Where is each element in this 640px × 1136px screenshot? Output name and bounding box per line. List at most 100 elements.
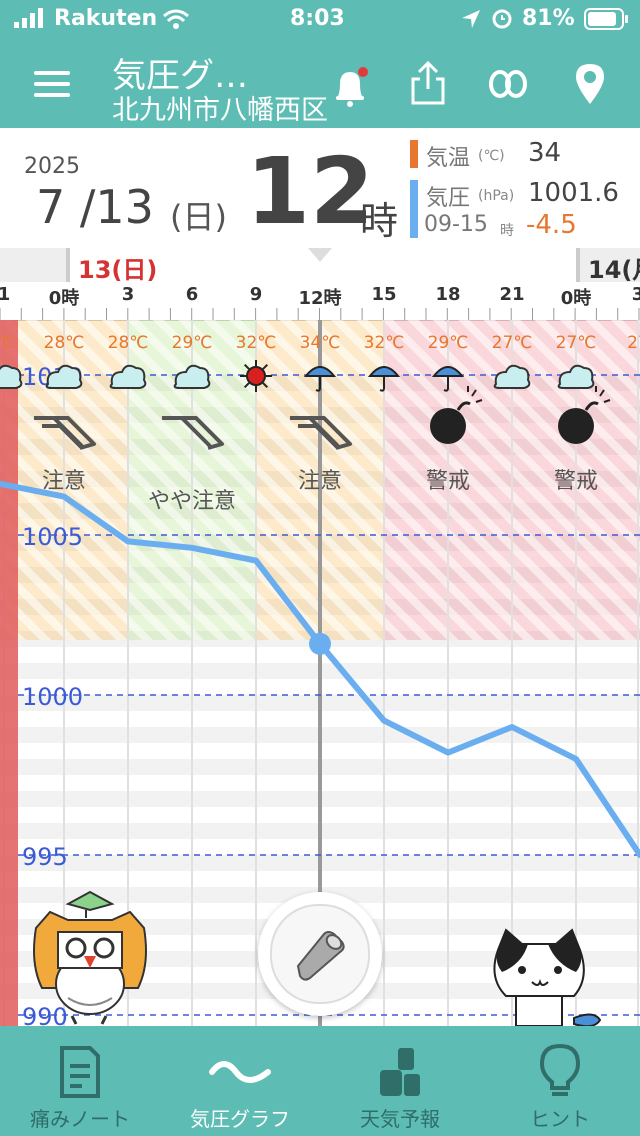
hour-suffix: 時 xyxy=(360,199,399,243)
hour-value: 12 xyxy=(246,138,375,245)
forecast-temp: °C xyxy=(0,333,14,353)
forecast-temp: 28℃ xyxy=(44,333,85,353)
day-label-13: 13(日) xyxy=(78,256,158,284)
wave-icon xyxy=(209,1061,271,1083)
y-tick-label: 995 xyxy=(22,843,68,871)
alert-label: 警戒 xyxy=(426,469,470,494)
pressure-chart[interactable]: 101010051000995990°C28℃28℃29℃32℃34℃32℃29… xyxy=(0,320,640,1026)
hour-label: 0時 xyxy=(48,288,80,309)
wifi-icon xyxy=(162,8,190,34)
temp-unit: (℃) xyxy=(478,148,505,164)
umbrella-icon xyxy=(303,366,337,392)
temp-value: 34 xyxy=(528,138,562,168)
temp-indicator xyxy=(410,140,418,168)
glasses-icon[interactable] xyxy=(486,64,530,104)
umbrella-icon xyxy=(431,366,465,392)
hour-label: 18 xyxy=(435,284,461,305)
hour-label: 0時 xyxy=(560,288,592,309)
nav-label: 天気予報 xyxy=(360,1107,440,1131)
slight-alert-icon xyxy=(162,416,224,450)
info-panel xyxy=(0,128,640,248)
cloud-icon xyxy=(493,364,531,389)
hour-label: 15 xyxy=(371,284,397,305)
alert-label: 注意 xyxy=(42,469,86,494)
bottom-nav: 痛みノート 気圧グラフ 天気予報 ヒント xyxy=(0,1026,640,1136)
weekday-label: (日) xyxy=(170,198,227,236)
forecast-temp: 27℃ xyxy=(556,333,597,353)
share-icon[interactable] xyxy=(406,58,450,108)
menu-icon[interactable] xyxy=(30,64,74,104)
app-header: Rakuten 8:03 81% 気圧グ… 北九州市八幡西区 xyxy=(0,0,640,128)
location-arrow-icon xyxy=(460,8,482,34)
location-name[interactable]: 北九州市八幡西区 xyxy=(112,95,328,126)
day-divider xyxy=(576,248,580,282)
range-unit: 時 xyxy=(500,223,514,239)
signal-icon xyxy=(14,8,50,34)
data-point xyxy=(309,632,331,655)
hour-label: 3 xyxy=(121,284,135,305)
change-value: -4.5 xyxy=(526,210,577,240)
forecast-temp: 28℃ xyxy=(108,333,149,353)
day-label-14: 14(月 xyxy=(588,256,640,284)
battery-icon xyxy=(584,8,630,34)
pressure-label: 気圧 xyxy=(426,186,471,211)
umbrella-icon xyxy=(367,366,401,392)
pressure-unit: (hPa) xyxy=(478,188,515,204)
owl-mascot-icon xyxy=(28,888,152,1032)
temp-label: 気温 xyxy=(426,146,471,171)
alarm-icon xyxy=(490,6,514,34)
location-pin-icon[interactable] xyxy=(570,60,610,108)
y-tick-label: 1000 xyxy=(22,683,83,711)
hour-labels: 1 0時 3 6 9 12時 15 18 21 0時 3 xyxy=(0,284,640,309)
nav-hints[interactable]: ヒント xyxy=(480,1026,640,1136)
cloud-icon xyxy=(173,364,211,389)
hour-label: 3 xyxy=(631,284,640,305)
y-tick-label: 990 xyxy=(22,1003,68,1026)
alert-label: 警戒 xyxy=(554,469,598,494)
forecast-temp: 27 xyxy=(627,333,640,353)
warning-alert-icon xyxy=(558,386,611,444)
forecast-temp: 34℃ xyxy=(300,333,341,353)
pencil-icon xyxy=(296,931,345,981)
forecast-temp: 27℃ xyxy=(492,333,533,353)
nav-pressure-graph[interactable]: 気圧グラフ xyxy=(160,1026,320,1136)
pressure-value: 1001.6 xyxy=(528,178,619,208)
cloud-icon xyxy=(0,364,23,389)
past-strip xyxy=(0,320,18,1026)
forecast-temp: 29℃ xyxy=(172,333,213,353)
note-icon xyxy=(60,1046,100,1098)
nav-weather-forecast[interactable]: 天気予報 xyxy=(320,1026,480,1136)
page-title: 気圧グ… xyxy=(112,56,248,96)
bulb-icon xyxy=(539,1043,581,1096)
pressure-indicator xyxy=(410,180,418,238)
sun-icon xyxy=(240,360,272,392)
nav-label: 気圧グラフ xyxy=(190,1107,290,1131)
nav-pain-notes[interactable]: 痛みノート xyxy=(0,1026,160,1136)
day-divider xyxy=(66,248,70,282)
current-time-marker xyxy=(308,248,332,262)
nav-label: 痛みノート xyxy=(30,1107,130,1131)
edit-button-ring xyxy=(270,904,370,1004)
clock: 8:03 xyxy=(290,6,345,31)
alert-label: 注意 xyxy=(298,469,342,494)
cloud-icon xyxy=(45,364,83,389)
y-tick-label: 1005 xyxy=(22,523,83,551)
hour-label: 21 xyxy=(499,284,525,305)
warning-alert-icon xyxy=(430,386,483,444)
bell-icon[interactable] xyxy=(328,62,372,110)
hour-ticks xyxy=(0,308,640,320)
weather-icon xyxy=(380,1048,420,1096)
cloud-icon xyxy=(109,364,147,389)
carrier-name: Rakuten xyxy=(54,6,158,31)
range-label: 09-15 xyxy=(424,212,488,237)
hour-label: 9 xyxy=(249,284,263,305)
forecast-temp: 32℃ xyxy=(236,333,277,353)
forecast-temp: 29℃ xyxy=(428,333,469,353)
date-label: 7 /13 xyxy=(36,180,154,234)
caution-alert-icon xyxy=(290,416,352,450)
nav-label: ヒント xyxy=(530,1107,590,1131)
edit-button[interactable] xyxy=(258,892,382,1016)
battery-percent: 81% xyxy=(522,6,575,31)
hour-label: 12時 xyxy=(298,288,342,309)
cloud-icon xyxy=(557,364,595,389)
